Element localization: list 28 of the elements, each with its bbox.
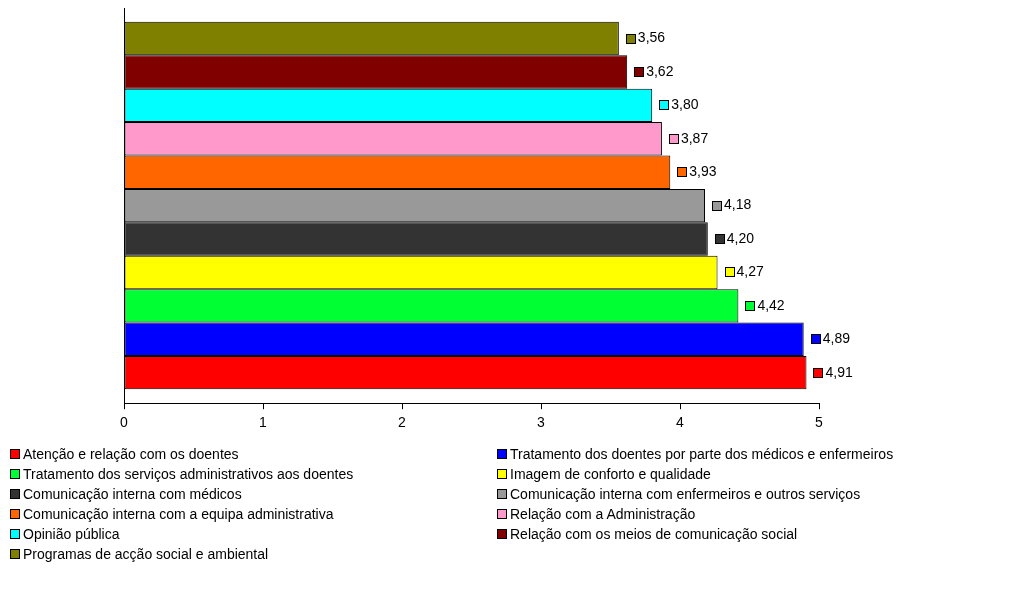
x-tick-label: 4 [676, 414, 685, 431]
data-label: 4,20 [726, 229, 755, 246]
data-label: 3,56 [637, 29, 666, 46]
legend-label: Tratamento dos doentes por parte dos médicos e enfermeiros [510, 446, 894, 462]
x-tick-label: 1 [259, 414, 268, 431]
x-tick-label: 3 [537, 414, 546, 431]
legend-label: Comunicação interna com a equipa administrativa [23, 506, 334, 522]
legend-label: Comunicação interna com enfermeiros e outros serviços [510, 486, 861, 502]
data-label: 4,91 [825, 363, 853, 380]
data-label: 4,42 [757, 296, 785, 313]
data-label: 4,89 [822, 330, 851, 347]
legend-label: Relação com a Administração [510, 506, 696, 522]
data-label: 3,93 [689, 163, 717, 180]
legend-label: Tratamento dos serviços administrativos aos doentes [23, 466, 354, 482]
legend-label: Relação com os meios de comunicação social [510, 526, 798, 542]
legend-label: Imagem de conforto e qualidade [510, 466, 711, 482]
legend-label: Opinião pública [23, 526, 120, 542]
legend-label: Programas de acção social e ambiental [23, 546, 269, 562]
x-tick-label: 0 [120, 414, 129, 431]
x-tick-label: 5 [815, 414, 824, 431]
x-tick-label: 2 [398, 414, 407, 431]
legend-label: Comunicação interna com médicos [23, 486, 242, 502]
data-label: 3,62 [646, 62, 674, 79]
legend-label: Atenção e relação com os doentes [23, 446, 239, 462]
data-label: 3,80 [671, 96, 699, 113]
data-label: 4,27 [736, 263, 764, 280]
data-label: 4,18 [724, 196, 752, 213]
data-label: 3,87 [680, 129, 709, 146]
